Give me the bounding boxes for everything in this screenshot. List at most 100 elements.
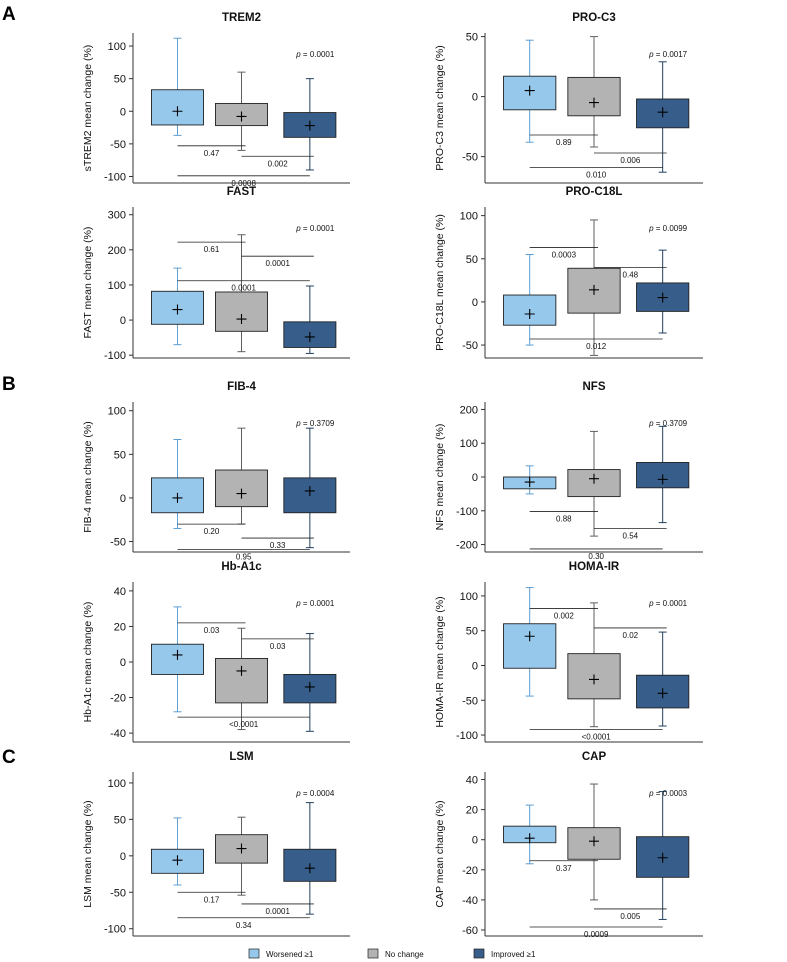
iqr-box xyxy=(215,469,268,508)
y-tick-label: 0 xyxy=(472,835,478,847)
mean-marker xyxy=(172,106,183,117)
box-no-change xyxy=(215,71,268,151)
y-axis-label: PRO-C3 mean change (%) xyxy=(434,45,446,170)
comparisons: 0.03 0.03 <0.0001 xyxy=(177,622,314,729)
mean-marker xyxy=(589,284,599,295)
box-worsened-1 xyxy=(503,587,557,697)
chart-title: CAP xyxy=(582,751,607,763)
box-improved-1 xyxy=(636,61,690,173)
comparison-p-label: 0.34 xyxy=(236,921,252,930)
y-tick-label: 50 xyxy=(466,254,478,266)
comparison-p-label: 0.37 xyxy=(556,864,572,873)
box-worsened-1 xyxy=(503,39,557,143)
y-tick-label: -50 xyxy=(110,139,126,151)
overall-p-value: p = 0.0099 xyxy=(648,224,688,233)
y-tick-label: 50 xyxy=(466,626,478,638)
box-improved-1 xyxy=(636,425,690,524)
y-tick-label: 100 xyxy=(108,406,126,418)
comparison-p-label: 0.010 xyxy=(586,170,607,179)
y-tick-label: -50 xyxy=(462,695,478,707)
overall-p-value: p = 0.3709 xyxy=(295,419,335,428)
chart-title: TREM2 xyxy=(222,12,261,24)
legend-label: Worsened ≥1 xyxy=(266,950,314,959)
comparison-p-label: 0.0003 xyxy=(552,251,577,260)
box-worsened-1 xyxy=(503,465,557,495)
mean-marker xyxy=(236,488,247,499)
mean-marker xyxy=(236,843,247,854)
p-symbol: p xyxy=(295,224,301,233)
iqr-box xyxy=(215,657,268,704)
comparison-p-label: 0.03 xyxy=(204,626,220,635)
mean-marker xyxy=(524,833,535,844)
comparisons: 0.37 0.005 0.0009 xyxy=(529,860,667,939)
mean-marker xyxy=(589,674,599,685)
comparison-p-label: 0.012 xyxy=(586,342,607,351)
box-improved-1 xyxy=(283,78,337,171)
comparisons: 0.17 0.0001 0.34 xyxy=(177,891,314,930)
y-tick-label: 200 xyxy=(460,404,478,416)
box-improved-1 xyxy=(636,631,690,727)
y-axis-label: CAP mean change (%) xyxy=(434,800,446,907)
mean-marker xyxy=(657,107,668,118)
iqr-box xyxy=(503,623,557,669)
mean-marker xyxy=(524,631,535,642)
y-tick-label: 0 xyxy=(120,315,126,327)
mean-marker xyxy=(172,855,183,866)
y-tick-label: -50 xyxy=(110,537,126,549)
p-value-text: = 0.0001 xyxy=(301,224,335,233)
box-worsened-1 xyxy=(503,253,557,346)
box-no-change xyxy=(215,627,268,731)
p-symbol: p xyxy=(648,50,654,59)
box-worsened-1 xyxy=(150,267,204,346)
mean-marker xyxy=(589,97,599,108)
box-no-change xyxy=(567,430,621,537)
chart-title: PRO-C3 xyxy=(572,12,615,24)
chart-title: LSM xyxy=(229,751,253,763)
box-improved-1 xyxy=(636,791,690,920)
y-tick-label: 0 xyxy=(472,660,478,672)
box-improved-1 xyxy=(283,633,337,732)
y-tick-label: 0 xyxy=(472,297,478,309)
comparison-p-label: 0.48 xyxy=(623,270,639,279)
chart-pro-c18l: 100 50 0 -50 PRO-C18L PRO-C18L mean change (%… xyxy=(434,186,703,359)
y-tick-label: 50 xyxy=(114,814,126,826)
legend-swatch xyxy=(367,948,379,959)
box-improved-1 xyxy=(283,427,337,549)
chart-title: NFS xyxy=(583,381,606,393)
comparison-p-label: 0.005 xyxy=(620,912,641,921)
comparison-p-label: 0.002 xyxy=(268,159,289,168)
comparisons: 0.002 0.02 <0.0001 xyxy=(529,608,667,741)
p-symbol: p xyxy=(648,599,654,608)
y-tick-label: 50 xyxy=(466,32,478,44)
p-symbol: p xyxy=(648,419,654,428)
mean-marker xyxy=(524,477,535,488)
overall-p-value: p = 0.0003 xyxy=(648,789,688,798)
overall-p-value: p = 0.0001 xyxy=(295,50,335,59)
y-tick-label: 0 xyxy=(120,106,126,118)
mean-marker xyxy=(172,304,183,315)
legend-swatch xyxy=(473,948,485,959)
y-tick-label: 50 xyxy=(114,74,126,86)
chart-homa-ir: 100 50 0 -50 -100 HOMA-IR HOMA-IR mean change … xyxy=(434,561,703,743)
box-worsened-1 xyxy=(150,439,204,529)
comparisons: 0.88 0.54 0.30 xyxy=(529,511,667,561)
y-tick-label: -100 xyxy=(456,506,478,518)
p-symbol: p xyxy=(648,789,654,798)
y-tick-label: 100 xyxy=(460,438,478,450)
y-tick-label: 40 xyxy=(114,586,126,598)
comparison-p-label: <0.0001 xyxy=(582,732,612,741)
chart-title: Hb-A1c xyxy=(221,561,262,573)
p-value-text: = 0.3709 xyxy=(301,419,335,428)
comparison-p-label: 0.30 xyxy=(588,552,604,561)
y-tick-label: 0 xyxy=(472,92,478,104)
box-improved-1 xyxy=(283,802,337,915)
p-value-text: = 0.0003 xyxy=(654,789,688,798)
p-symbol: p xyxy=(295,789,301,798)
y-tick-label: -100 xyxy=(456,730,478,742)
y-tick-label: 100 xyxy=(108,41,126,53)
box-worsened-1 xyxy=(150,817,204,886)
y-tick-label: -40 xyxy=(462,895,478,907)
y-axis-label: FAST mean change (%) xyxy=(82,227,94,339)
comparisons: 0.47 0.002 0.0008 xyxy=(177,145,314,188)
